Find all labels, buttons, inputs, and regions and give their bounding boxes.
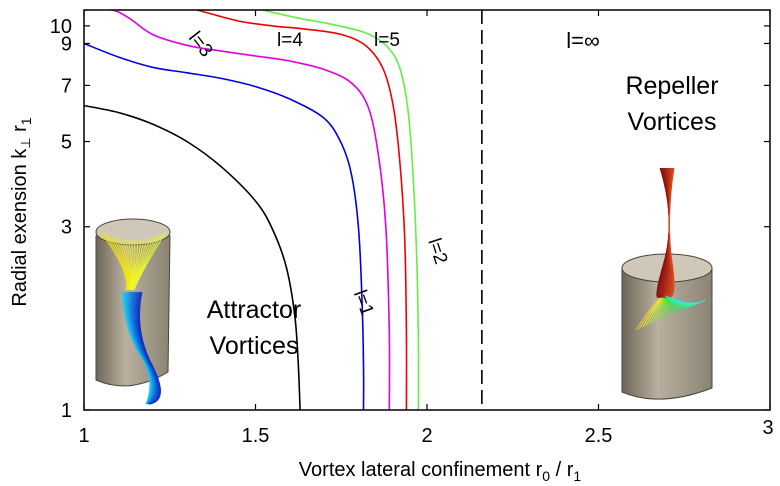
vortex-strand xyxy=(115,237,130,291)
repeller-label-line1: Repeller xyxy=(625,72,718,100)
attractor-vortex-illustration xyxy=(95,218,171,405)
label-l5: l=5 xyxy=(374,30,400,51)
repeller-label-line2: Vortices xyxy=(628,108,717,136)
attractor-label-line1: Attractor xyxy=(207,296,301,324)
vortex-strand xyxy=(663,295,667,318)
vortex-strand xyxy=(665,167,675,298)
y-tick-label: 10 xyxy=(50,16,72,38)
x-axis-title: Vortex lateral confinement r0 / r1 xyxy=(299,459,582,484)
vortex-strand xyxy=(658,295,664,321)
vortex-strand xyxy=(133,231,167,291)
vortex-strand xyxy=(99,231,127,291)
vortex-strand xyxy=(102,232,128,291)
vortex-strand xyxy=(662,295,665,319)
vortex-strand xyxy=(121,238,131,291)
y-tick-label: 1 xyxy=(61,400,72,422)
vortex-strand xyxy=(124,239,132,291)
x-tick-label: 2.5 xyxy=(585,425,613,447)
label-l1: l=1 xyxy=(349,287,378,319)
label-l4: l=4 xyxy=(277,30,303,51)
series-line-l5 xyxy=(262,10,420,410)
y-tick-label: 9 xyxy=(61,33,72,55)
series-line-l2 xyxy=(84,42,365,410)
label-l2: l=2 xyxy=(423,236,451,267)
x-tick-label: 1.5 xyxy=(242,425,270,447)
series-line-l3 xyxy=(84,10,391,410)
vortex-strand xyxy=(118,238,131,291)
vortex-strand xyxy=(648,295,664,325)
vortex-strand xyxy=(665,295,707,304)
y-tick-label: 3 xyxy=(61,217,72,239)
vortex-strand xyxy=(105,234,128,291)
y-tick-label: 5 xyxy=(61,132,72,154)
x-tick-label: 1 xyxy=(78,425,89,447)
vortex-strand xyxy=(652,295,664,324)
series-line-l1 xyxy=(84,104,301,410)
y-axis-title: Radial exension k⊥ r1 xyxy=(9,117,34,306)
vortex-strand xyxy=(139,291,161,405)
x-tick-label: 3 xyxy=(762,417,773,439)
label-l3: l=3 xyxy=(184,28,216,61)
y-tick-label: 7 xyxy=(61,75,72,97)
repeller-vortex-illustration xyxy=(621,167,713,400)
x-tick-label: 2 xyxy=(421,425,432,447)
vortex-strand xyxy=(129,239,134,291)
attractor-label-line2: Vortices xyxy=(210,332,299,360)
vortex-strand xyxy=(109,235,129,291)
vortex-strand xyxy=(112,236,129,291)
vortex-strand xyxy=(655,295,664,322)
series-line-l4 xyxy=(196,10,408,410)
label-linf: l=∞ xyxy=(566,28,599,53)
vortex-strand xyxy=(127,239,133,291)
